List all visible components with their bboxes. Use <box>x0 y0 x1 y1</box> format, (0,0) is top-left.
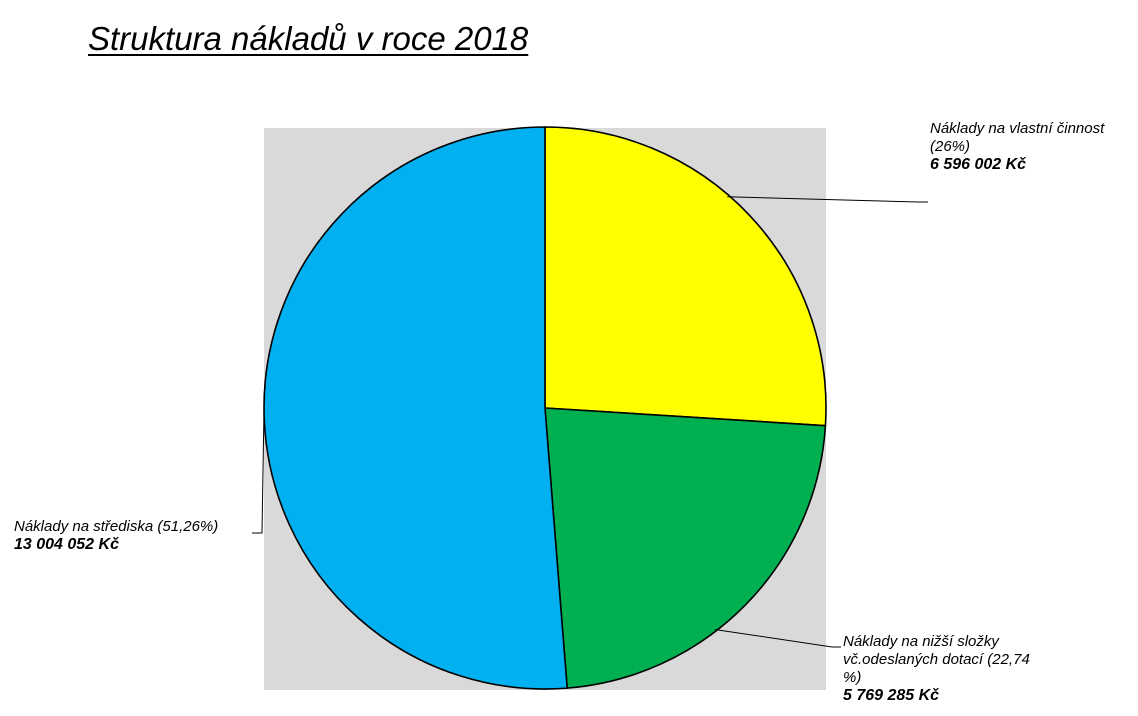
pie-slice-nizsi-slozky <box>544 407 827 689</box>
slice-label-vlastni-cinnost: Náklady na vlastní činnost (26%) 6 596 0… <box>930 120 1104 174</box>
slice-label-line: (26%) <box>930 138 971 155</box>
pie-slice-strediska <box>263 126 569 690</box>
leader-line-nizsi-slozky <box>714 628 841 648</box>
slice-label-line: Náklady na nižší složky <box>843 633 999 650</box>
chart-title: Struktura nákladů v roce 2018 <box>88 20 529 57</box>
slice-amount: 5 769 285 Kč <box>843 687 940 704</box>
slice-label-strediska: Náklady na střediska (51,26%) 13 004 052… <box>14 518 218 554</box>
slice-label-nizsi-slozky: Náklady na nižší složky vč.odeslaných do… <box>843 633 1030 705</box>
leader-line-vlastni-cinnost <box>727 196 928 203</box>
slice-label-line: %) <box>843 669 862 686</box>
leader-line-strediska <box>252 409 265 534</box>
slice-label-line: vč.odeslaných dotací (22,74 <box>843 651 1030 668</box>
slice-label-line: Náklady na střediska (51,26%) <box>14 518 219 535</box>
pie-slice-vlastni-cinnost <box>544 126 827 427</box>
slice-label-line: Náklady na vlastní činnost <box>930 120 1105 137</box>
slice-amount: 13 004 052 Kč <box>14 536 119 553</box>
slice-amount: 6 596 002 Kč <box>930 156 1027 173</box>
